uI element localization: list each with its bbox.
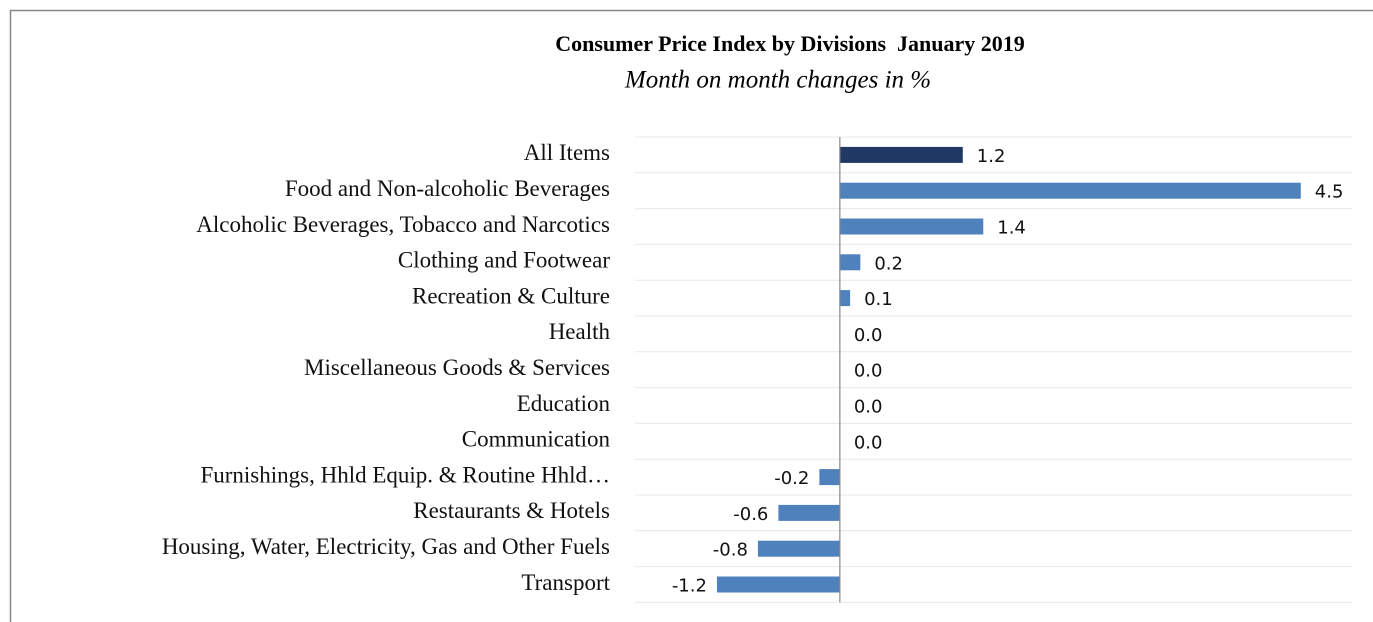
value-label: 4.5 — [1315, 182, 1344, 203]
bar — [757, 540, 840, 557]
value-label: -0.6 — [733, 504, 768, 525]
bar — [839, 254, 861, 271]
y-tick-label: Health — [549, 319, 611, 344]
y-tick-label: Miscellaneous Goods & Services — [304, 355, 610, 380]
y-tick-label: Alcoholic Beverages, Tobacco and Narcoti… — [196, 212, 610, 237]
value-label: -1.2 — [672, 576, 707, 597]
chart-subtitle: Month on month changes in % — [624, 67, 931, 94]
y-tick-label: Clothing and Footwear — [398, 248, 610, 273]
y-tick-label: Restaurants & Hotels — [413, 498, 610, 523]
value-label: 0.1 — [864, 289, 893, 310]
value-label: 0.0 — [854, 325, 883, 346]
value-label: 0.0 — [854, 397, 883, 418]
y-tick-label: Housing, Water, Electricity, Gas and Oth… — [162, 534, 610, 559]
value-label: 0.0 — [854, 361, 883, 382]
y-tick-label: Recreation & Culture — [412, 283, 610, 308]
y-tick-label: Education — [517, 391, 611, 416]
y-tick-label: Furnishings, Hhld Equip. & Routine Hhld… — [200, 462, 610, 487]
y-tick-label: Food and Non-alcoholic Beverages — [285, 176, 610, 201]
bar — [839, 182, 1301, 199]
value-label: 1.2 — [977, 146, 1006, 167]
chart-title: Consumer Price Index by Divisions Januar… — [555, 31, 1025, 56]
bar — [819, 469, 840, 486]
bar — [778, 504, 840, 521]
value-label: -0.2 — [774, 468, 809, 489]
bar — [839, 290, 851, 307]
value-label: 0.0 — [854, 432, 883, 453]
value-label: 1.4 — [997, 218, 1026, 239]
y-tick-label: All Items — [524, 140, 610, 165]
y-tick-label: Communication — [462, 427, 611, 452]
value-label: -0.8 — [713, 540, 748, 561]
bar — [716, 576, 840, 593]
bar — [839, 146, 963, 163]
y-tick-label: Transport — [521, 570, 610, 595]
value-label: 0.2 — [874, 253, 903, 274]
bar — [839, 218, 984, 235]
